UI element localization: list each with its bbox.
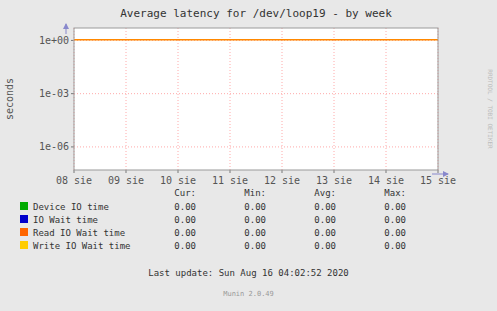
x-grid-line	[282, 28, 283, 170]
legend-label: Write IO Wait time	[33, 241, 131, 251]
table-header: Cur:	[174, 188, 196, 198]
legend-label: Read IO Wait time	[33, 228, 125, 238]
y-tick-label: 1e-06	[39, 141, 69, 152]
legend-label: Device IO time	[33, 202, 109, 212]
x-grid-line	[126, 28, 127, 170]
legend-label: IO Wait time	[33, 215, 98, 225]
x-grid-line	[386, 28, 387, 170]
plot-area	[74, 28, 438, 170]
x-grid-line	[334, 28, 335, 170]
table-value: 0.00	[314, 241, 336, 251]
x-axis-arrow	[432, 174, 448, 175]
table-value: 0.00	[174, 241, 196, 251]
table-value: 0.00	[244, 215, 266, 225]
plot-frame	[74, 28, 438, 170]
y-axis-arrow	[66, 24, 67, 34]
reference-line	[74, 39, 438, 41]
y-axis-label: seconds	[4, 78, 15, 120]
legend-swatch	[20, 241, 28, 249]
table-value: 0.00	[384, 215, 406, 225]
table-value: 0.00	[244, 241, 266, 251]
y-grid-line	[74, 40, 438, 41]
x-tick-label: 12 sie	[264, 175, 300, 186]
table-value: 0.00	[244, 228, 266, 238]
table-header: Min:	[244, 188, 266, 198]
table-value: 0.00	[314, 202, 336, 212]
table-value: 0.00	[384, 202, 406, 212]
table-header: Max:	[384, 188, 406, 198]
last-update: Last update: Sun Aug 16 04:02:52 2020	[148, 268, 348, 278]
y-grid-line	[74, 93, 438, 94]
legend-swatch	[20, 215, 28, 223]
table-value: 0.00	[174, 202, 196, 212]
x-tick-label: 08 sie	[56, 175, 92, 186]
title: Average latency for /dev/loop19 - by wee…	[120, 7, 392, 20]
x-grid-line	[230, 28, 231, 170]
x-tick-label: 14 sie	[368, 175, 404, 186]
x-tick-label: 10 sie	[160, 175, 196, 186]
legend-swatch	[20, 202, 28, 210]
x-tick-label: 15 sie	[420, 175, 456, 186]
x-tick-label: 09 sie	[108, 175, 144, 186]
y-grid-line	[74, 146, 438, 147]
table-value: 0.00	[174, 228, 196, 238]
table-value: 0.00	[384, 241, 406, 251]
x-tick-label: 11 sie	[212, 175, 248, 186]
background	[0, 0, 497, 311]
x-grid-line	[178, 28, 179, 170]
table-value: 0.00	[384, 228, 406, 238]
table-value: 0.00	[244, 202, 266, 212]
table-header: Avg:	[314, 188, 336, 198]
watermark: RRDTOOL / TOBI OETIKER	[487, 69, 494, 149]
y-tick-label: 1e+00	[39, 35, 69, 46]
legend-swatch	[20, 228, 28, 236]
table-value: 0.00	[174, 215, 196, 225]
chart: 1e+00 1e-03 1e-06 08 sie 09 sie 10 sie 11 sie 1…	[0, 0, 497, 311]
table-value: 0.00	[314, 215, 336, 225]
table-value: 0.00	[314, 228, 336, 238]
plot-marks	[74, 39, 438, 40]
footer: Munin 2.0.49	[223, 290, 274, 298]
y-tick-label: 1e-03	[39, 88, 69, 99]
x-tick-label: 13 sie	[316, 175, 352, 186]
